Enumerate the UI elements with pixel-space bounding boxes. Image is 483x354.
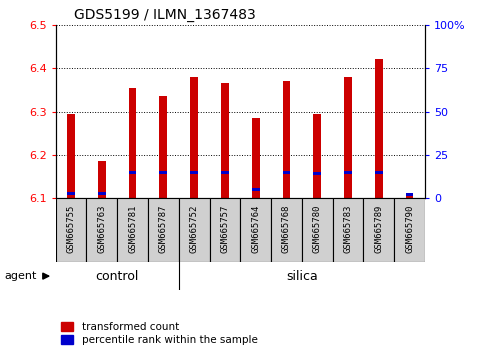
Bar (190, 171, 198, 174)
Bar (128, 88, 136, 198)
Text: GSM665790: GSM665790 (405, 205, 414, 253)
Text: GDS5199 / ILMN_1367483: GDS5199 / ILMN_1367483 (74, 8, 256, 22)
Bar (179, 198, 210, 262)
Bar (344, 77, 352, 198)
Bar (98, 192, 106, 195)
Text: GSM665781: GSM665781 (128, 205, 137, 253)
Text: agent: agent (5, 271, 37, 281)
Bar (333, 198, 364, 262)
Bar (240, 198, 271, 262)
Bar (406, 193, 413, 196)
Text: control: control (96, 270, 139, 282)
Bar (375, 171, 383, 174)
Bar (148, 198, 179, 262)
Bar (210, 198, 240, 262)
Bar (190, 77, 198, 198)
Text: GSM665757: GSM665757 (220, 205, 229, 253)
Bar (344, 171, 352, 174)
Bar (302, 198, 333, 262)
Text: GSM665755: GSM665755 (67, 205, 75, 253)
Bar (252, 188, 259, 191)
Text: GSM665780: GSM665780 (313, 205, 322, 253)
Bar (67, 114, 75, 198)
Legend: transformed count, percentile rank within the sample: transformed count, percentile rank withi… (61, 322, 257, 345)
Text: GSM665787: GSM665787 (159, 205, 168, 253)
Bar (364, 198, 394, 262)
Text: GSM665768: GSM665768 (282, 205, 291, 253)
Bar (394, 198, 425, 262)
Bar (159, 96, 167, 198)
Bar (313, 114, 321, 198)
Bar (252, 118, 259, 198)
Text: GSM665752: GSM665752 (190, 205, 199, 253)
Bar (375, 59, 383, 198)
Bar (67, 192, 75, 195)
Bar (221, 171, 229, 174)
Bar (86, 198, 117, 262)
Bar (98, 161, 106, 198)
Bar (283, 171, 290, 174)
Bar (406, 196, 413, 198)
Bar (159, 171, 167, 174)
Bar (313, 172, 321, 176)
Bar (283, 81, 290, 198)
Bar (117, 198, 148, 262)
Bar (128, 171, 136, 174)
Text: GSM665764: GSM665764 (251, 205, 260, 253)
Text: GSM665789: GSM665789 (374, 205, 384, 253)
Text: silica: silica (286, 270, 318, 282)
Bar (221, 83, 229, 198)
Text: GSM665783: GSM665783 (343, 205, 353, 253)
Text: GSM665763: GSM665763 (97, 205, 106, 253)
Bar (271, 198, 302, 262)
Bar (56, 198, 86, 262)
